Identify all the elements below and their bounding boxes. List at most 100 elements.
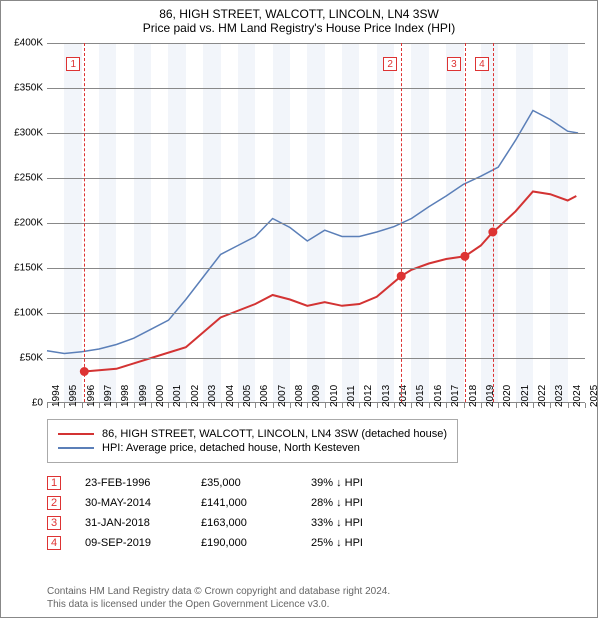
x-axis-label: 1994: [51, 385, 62, 407]
x-tick: [273, 403, 274, 408]
x-tick: [186, 403, 187, 408]
sale-marker-badge: 4: [475, 57, 489, 71]
x-axis-label: 2020: [502, 385, 513, 407]
y-gridline: [47, 133, 585, 134]
x-tick: [533, 403, 534, 408]
x-tick: [151, 403, 152, 408]
title-address: 86, HIGH STREET, WALCOTT, LINCOLN, LN4 3…: [1, 7, 597, 21]
y-axis-label: £400K: [14, 38, 43, 49]
sale-marker-badge: 2: [383, 57, 397, 71]
x-axis-label: 2002: [190, 385, 201, 407]
sale-price: £35,000: [201, 477, 311, 489]
footer: Contains HM Land Registry data © Crown c…: [47, 585, 390, 611]
x-tick: [168, 403, 169, 408]
x-tick: [585, 403, 586, 408]
sale-marker-badge: 3: [447, 57, 461, 71]
x-axis-label: 2022: [537, 385, 548, 407]
x-tick: [411, 403, 412, 408]
sale-row: 331-JAN-2018£163,00033% ↓ HPI: [47, 513, 411, 533]
x-tick: [394, 403, 395, 408]
sale-delta: 33% ↓ HPI: [311, 517, 411, 529]
title-block: 86, HIGH STREET, WALCOTT, LINCOLN, LN4 3…: [1, 1, 597, 39]
sale-row-badge: 3: [47, 516, 61, 530]
sale-marker-badge: 1: [66, 57, 80, 71]
property-line: [84, 192, 576, 372]
legend-item-property: 86, HIGH STREET, WALCOTT, LINCOLN, LN4 3…: [58, 428, 447, 440]
x-tick: [64, 403, 65, 408]
x-axis-label: 2005: [242, 385, 253, 407]
x-axis-label: 1999: [138, 385, 149, 407]
y-gridline: [47, 43, 585, 44]
footer-line1: Contains HM Land Registry data © Crown c…: [47, 585, 390, 598]
y-axis-label: £200K: [14, 218, 43, 229]
x-axis-label: 1995: [68, 385, 79, 407]
x-axis-label: 2007: [277, 385, 288, 407]
x-tick: [446, 403, 447, 408]
sale-marker-line: [465, 43, 466, 402]
x-axis-label: 2010: [329, 385, 340, 407]
sale-date: 30-MAY-2014: [85, 497, 201, 509]
sale-marker-line: [493, 43, 494, 402]
x-tick: [325, 403, 326, 408]
x-axis-label: 2019: [485, 385, 496, 407]
hpi-line: [47, 111, 578, 354]
x-axis-label: 2008: [294, 385, 305, 407]
sale-marker-line: [84, 43, 85, 402]
x-axis-label: 2018: [468, 385, 479, 407]
y-axis-label: £300K: [14, 128, 43, 139]
x-tick: [116, 403, 117, 408]
x-tick: [47, 403, 48, 408]
x-axis-label: 1997: [103, 385, 114, 407]
y-axis-label: £100K: [14, 308, 43, 319]
x-tick: [342, 403, 343, 408]
legend-swatch-hpi: [58, 447, 94, 449]
title-subtitle: Price paid vs. HM Land Registry's House …: [1, 21, 597, 35]
sale-price: £190,000: [201, 537, 311, 549]
x-tick: [82, 403, 83, 408]
y-gridline: [47, 313, 585, 314]
sale-row-badge: 4: [47, 536, 61, 550]
x-axis-label: 2013: [381, 385, 392, 407]
y-gridline: [47, 88, 585, 89]
x-axis-label: 2014: [398, 385, 409, 407]
y-axis-label: £0: [32, 398, 43, 409]
chart-container: 86, HIGH STREET, WALCOTT, LINCOLN, LN4 3…: [0, 0, 598, 618]
x-axis-label: 2025: [589, 385, 600, 407]
y-axis-label: £50K: [20, 353, 43, 364]
sale-row: 230-MAY-2014£141,00028% ↓ HPI: [47, 493, 411, 513]
sale-row-badge: 2: [47, 496, 61, 510]
sale-date: 23-FEB-1996: [85, 477, 201, 489]
x-tick: [481, 403, 482, 408]
x-axis-label: 2000: [155, 385, 166, 407]
x-tick: [221, 403, 222, 408]
legend-item-hpi: HPI: Average price, detached house, Nort…: [58, 442, 447, 454]
x-axis-label: 2016: [433, 385, 444, 407]
x-axis-label: 2004: [225, 385, 236, 407]
footer-line2: This data is licensed under the Open Gov…: [47, 598, 390, 611]
x-tick: [290, 403, 291, 408]
x-axis-label: 2023: [554, 385, 565, 407]
y-axis-label: £350K: [14, 83, 43, 94]
x-axis-label: 2009: [311, 385, 322, 407]
y-gridline: [47, 223, 585, 224]
y-axis-label: £150K: [14, 263, 43, 274]
sale-delta: 39% ↓ HPI: [311, 477, 411, 489]
sales-table: 123-FEB-1996£35,00039% ↓ HPI230-MAY-2014…: [47, 473, 411, 553]
sale-delta: 28% ↓ HPI: [311, 497, 411, 509]
x-tick: [307, 403, 308, 408]
x-tick: [203, 403, 204, 408]
x-axis-label: 2006: [259, 385, 270, 407]
x-axis-label: 2011: [346, 385, 357, 407]
sale-delta: 25% ↓ HPI: [311, 537, 411, 549]
x-axis-label: 2021: [520, 385, 531, 407]
x-axis-label: 2015: [415, 385, 426, 407]
x-tick: [377, 403, 378, 408]
y-gridline: [47, 268, 585, 269]
y-axis-label: £250K: [14, 173, 43, 184]
x-tick: [516, 403, 517, 408]
legend-swatch-property: [58, 433, 94, 435]
x-tick: [238, 403, 239, 408]
x-tick: [568, 403, 569, 408]
sale-row: 409-SEP-2019£190,00025% ↓ HPI: [47, 533, 411, 553]
x-axis-label: 1998: [120, 385, 131, 407]
